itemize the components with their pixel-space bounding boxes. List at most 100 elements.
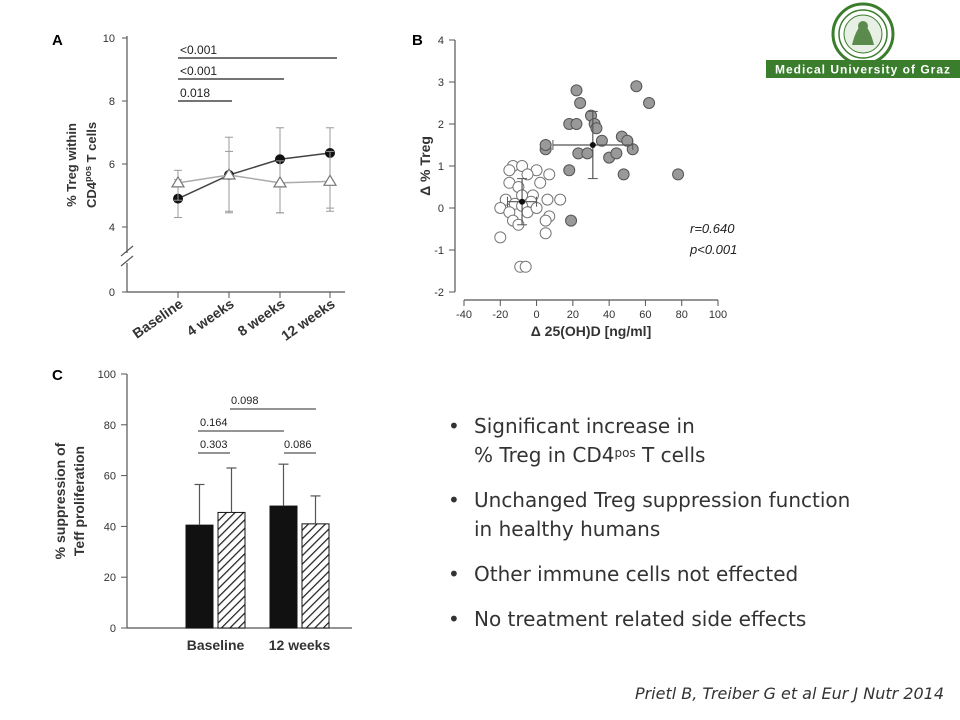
bullet-text: Unchanged Treg suppression function (474, 488, 851, 512)
bar (301, 523, 330, 629)
y-tick-label: 2 (438, 119, 444, 131)
panel-c-letter: C (52, 367, 63, 384)
x-tick-label: 100 (709, 309, 727, 321)
panel-b-letter: B (412, 32, 423, 49)
p-value-label: 0.018 (180, 86, 210, 100)
y-axis-label: Teff proliferation (71, 446, 87, 556)
x-tick-label: -40 (456, 309, 472, 321)
p-value-label: 0.303 (200, 439, 228, 451)
data-point (494, 231, 507, 244)
series-line (177, 174, 331, 184)
y-tick-label: 4 (109, 222, 115, 234)
y-tick-label: 20 (104, 572, 116, 584)
y-tick-label: 60 (104, 471, 116, 483)
x-tick-label: Baseline (187, 637, 245, 653)
bar (269, 505, 298, 629)
data-point (170, 175, 186, 188)
y-tick-label: 4 (438, 35, 444, 47)
y-tick-label: 0 (110, 623, 116, 635)
data-point (539, 214, 552, 227)
bullet-item: No treatment related side effects (446, 605, 916, 634)
p-value-label: <0.001 (180, 43, 217, 57)
r-statistic: r=0.640 (690, 221, 735, 236)
data-point (590, 122, 603, 135)
bar (217, 511, 246, 629)
data-point (516, 160, 529, 172)
y-axis-label: % Treg within (64, 123, 79, 207)
y-tick-label: -1 (434, 245, 444, 257)
x-tick-label: 0 (534, 309, 540, 321)
findings-list: Significant increase in% Treg in CD4pos … (446, 412, 916, 650)
y-tick-label: 40 (104, 521, 116, 533)
bullet-text: T cells (635, 443, 706, 467)
y-tick-label: 8 (109, 96, 115, 108)
bullet-text: Other immune cells not effected (474, 562, 799, 586)
panel-b-chart: B -2 -1 0 1 2 3 4 -40 -20 0 20 40 60 80 100 Δ 25(OH)D [… (412, 32, 737, 339)
p-value-label: <0.001 (180, 64, 217, 78)
y-tick-label: 1 (438, 161, 444, 173)
panel-c-chart: C 0 20 40 60 80 100 % suppression of Teff proli… (52, 367, 352, 653)
citation: Prietl B, Treiber G et al Eur J Nutr 201… (634, 684, 944, 703)
data-point (610, 147, 623, 160)
bullet-item: Significant increase in% Treg in CD4pos … (446, 412, 916, 470)
y-axis-label: Δ % Treg (417, 136, 433, 196)
y-tick-label: 100 (98, 369, 116, 381)
y-tick-label: 3 (438, 77, 444, 89)
data-point (221, 167, 237, 180)
data-point (539, 139, 552, 151)
y-axis-label: CD4pos T cells (83, 122, 99, 208)
university-logo: Medical University of Graz (766, 2, 960, 78)
y-tick-label: 80 (104, 420, 116, 432)
data-point (519, 260, 532, 273)
data-point (563, 164, 576, 177)
data-point (595, 134, 608, 147)
bullet-superscript: pos (614, 446, 636, 460)
bar (185, 524, 214, 629)
y-tick-label: 0 (438, 203, 444, 215)
mean-point (519, 198, 526, 205)
x-tick-label: 60 (639, 309, 651, 321)
x-tick-label: 80 (676, 309, 688, 321)
data-point (539, 227, 552, 240)
data-point (322, 174, 338, 186)
x-tick-label: 40 (603, 309, 615, 321)
p-statistic: p<0.001 (689, 242, 737, 257)
data-point (503, 164, 516, 177)
bullet-item: Unchanged Treg suppression function in he… (446, 486, 916, 544)
data-point (672, 168, 685, 181)
y-tick-label: -2 (434, 287, 444, 299)
data-point (272, 175, 288, 188)
data-point (565, 214, 578, 227)
data-point (541, 193, 554, 206)
panel-a-letter: A (52, 32, 63, 49)
data-point (617, 168, 630, 181)
data-point (543, 168, 556, 181)
mean-point (589, 142, 596, 148)
data-point (574, 97, 587, 109)
bullet-text: Significant increase in (474, 414, 695, 438)
x-tick-label: -20 (492, 309, 508, 321)
p-value-label: 0.086 (284, 439, 312, 451)
series-line (177, 152, 331, 200)
axis-break-mark (120, 255, 134, 267)
y-tick-label: 10 (103, 33, 115, 45)
bullet-text: in healthy humans (474, 517, 661, 541)
x-axis-label: Δ 25(OH)D [ng/ml] (531, 323, 652, 339)
p-value-label: 0.098 (231, 395, 259, 407)
data-point (554, 193, 567, 206)
axis-break-mark (120, 245, 134, 257)
y-axis-label: % suppression of (52, 442, 68, 559)
data-point (630, 80, 643, 93)
data-point (581, 147, 594, 160)
p-value-label: 0.164 (200, 417, 228, 429)
y-tick-label: 0 (109, 287, 115, 299)
data-point (275, 154, 285, 165)
bullet-text: % Treg in CD4 (474, 443, 615, 467)
data-point (534, 176, 547, 189)
data-point (521, 168, 534, 181)
data-point (643, 97, 656, 109)
data-point (570, 118, 583, 130)
x-tick-label: 12 weeks (269, 637, 331, 653)
bullet-text: No treatment related side effects (474, 607, 807, 631)
